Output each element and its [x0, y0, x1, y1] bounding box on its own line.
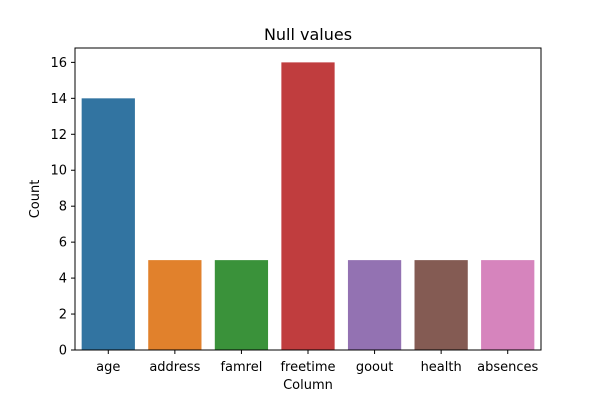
bars-layer [81, 62, 535, 350]
y-axis-label: Count [28, 180, 43, 219]
bar-famrel [214, 260, 269, 350]
y-tick-label: 14 [50, 92, 67, 107]
bar-absences [481, 260, 535, 350]
bar-age [81, 98, 135, 350]
x-tick-label: freetime [280, 360, 335, 375]
plot-frame [74, 47, 542, 351]
bar-goout [347, 260, 402, 350]
x-axis-ticks: age address famrel freetime goout health absen… [96, 350, 539, 375]
x-tick-label: address [149, 360, 200, 375]
bar-address [148, 260, 202, 350]
y-tick-label: 6 [59, 236, 67, 251]
y-tick-label: 16 [50, 56, 67, 71]
y-tick-label: 12 [50, 128, 67, 143]
y-axis-ticks: 0 2 4 6 8 10 12 14 16 [50, 56, 75, 359]
x-axis-label: Column [283, 378, 333, 393]
bar-health [414, 260, 468, 350]
bar-freetime [281, 62, 335, 350]
x-tick-label: goout [356, 360, 394, 375]
y-tick-label: 4 [59, 272, 67, 287]
y-tick-label: 10 [50, 164, 67, 179]
x-tick-label: famrel [220, 360, 262, 375]
x-tick-label: health [421, 360, 462, 375]
y-tick-label: 8 [59, 200, 67, 215]
x-tick-label: absences [477, 360, 538, 375]
chart-title: Null values [264, 25, 352, 44]
y-tick-label: 2 [59, 308, 67, 323]
x-tick-label: age [96, 360, 120, 375]
y-tick-label: 0 [59, 344, 67, 359]
